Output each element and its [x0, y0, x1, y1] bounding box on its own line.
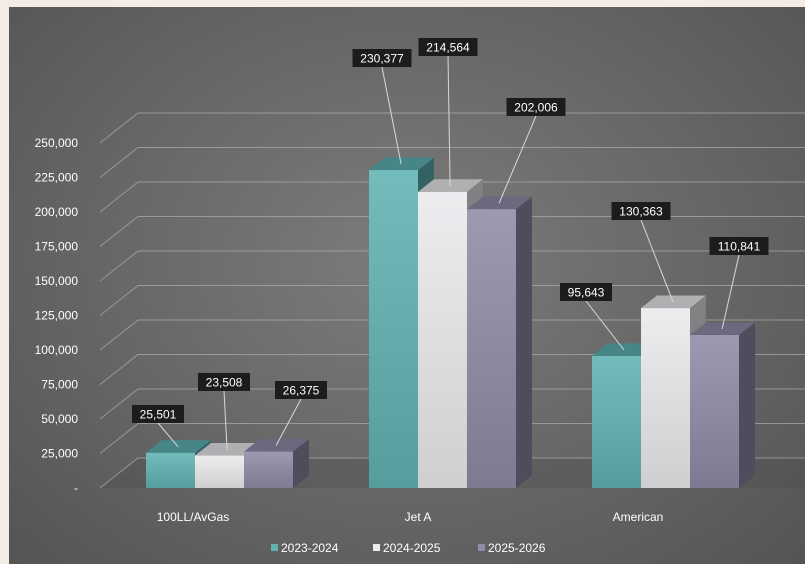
bar [244, 439, 309, 488]
category-label: Jet A [405, 510, 432, 524]
bar-side [516, 196, 532, 488]
data-label-box [506, 98, 566, 116]
y-tick-label: 175,000 [35, 240, 79, 254]
y-axis-ticks: - 25,000 50,000 75,000 100,000 125,000 150,000… [35, 136, 79, 495]
gridline [99, 147, 805, 178]
y-tick-label: 200,000 [35, 205, 79, 219]
bar-front [467, 209, 516, 488]
data-label: 230,377 [360, 52, 404, 66]
data-label-box [418, 38, 478, 56]
data-label-box [709, 237, 769, 255]
bar-top [146, 440, 211, 453]
legend-label: 2023-2024 [281, 541, 339, 555]
data-label-leader [447, 55, 451, 186]
bar [690, 322, 755, 488]
bar-front [641, 308, 690, 488]
data-label: 25,501 [140, 408, 177, 422]
bar-side [293, 439, 309, 488]
legend-swatch [478, 544, 485, 551]
data-label: 95,643 [568, 286, 605, 300]
gridline [99, 112, 805, 144]
category-label: 100LL/AvGas [157, 510, 230, 524]
bar [467, 196, 532, 488]
bar-front [418, 191, 467, 489]
data-labels: 25,501 230,377 95,643 23,508 214,564 130,363 2… [132, 38, 769, 450]
gridline [99, 250, 805, 282]
data-label: 130,363 [619, 205, 663, 219]
y-tick-label: 100,000 [35, 343, 79, 357]
data-label: 110,841 [718, 240, 761, 254]
legend-label: 2024-2025 [383, 541, 441, 555]
gridline [99, 423, 805, 454]
gridline [99, 457, 805, 489]
gridline [99, 388, 805, 420]
legend: 2023-2024 2024-2025 2025-2026 [271, 541, 546, 555]
gridlines [99, 112, 805, 489]
category-label: American [613, 510, 664, 524]
data-label-box [275, 381, 327, 399]
data-label: 214,564 [426, 41, 470, 55]
data-label-box [352, 49, 412, 67]
gridline [99, 354, 805, 385]
bar-front [146, 452, 195, 488]
bar-front [592, 356, 641, 488]
bar-front [369, 170, 418, 488]
x-axis-categories: 100LL/AvGas Jet A American [157, 510, 664, 524]
y-tick-label: 125,000 [35, 309, 79, 323]
gridline [99, 216, 805, 247]
data-label: 202,006 [514, 101, 558, 115]
bar-front [244, 451, 293, 488]
y-tick-label: 150,000 [35, 274, 79, 288]
data-label-leader [157, 422, 179, 448]
legend-label: 2025-2026 [488, 541, 546, 555]
data-label-box [132, 405, 184, 423]
y-tick-label: 225,000 [35, 171, 79, 185]
data-label-box [611, 202, 671, 220]
y-tick-label: - [74, 481, 78, 495]
legend-swatch [271, 544, 278, 551]
data-label-box [198, 373, 250, 391]
data-label-leader [498, 115, 537, 204]
bar-front [195, 455, 244, 488]
data-label-leader [721, 254, 740, 330]
data-label-leader [381, 66, 402, 165]
data-label-leader [585, 300, 625, 351]
data-label: 26,375 [283, 384, 320, 398]
y-tick-label: 50,000 [41, 412, 78, 426]
y-tick-label: 75,000 [41, 378, 78, 392]
data-label-box [560, 283, 612, 301]
bar-side [739, 322, 755, 488]
y-tick-label: 250,000 [35, 136, 79, 150]
data-label: 23,508 [206, 376, 243, 390]
data-label-leader [223, 390, 228, 450]
data-label-leader [275, 398, 302, 446]
bar-front [690, 335, 739, 488]
y-tick-label: 25,000 [41, 447, 78, 461]
legend-swatch [373, 544, 380, 551]
bars [146, 157, 755, 489]
gridline [99, 319, 805, 351]
data-label-leader [640, 219, 674, 303]
gridline [99, 181, 805, 213]
